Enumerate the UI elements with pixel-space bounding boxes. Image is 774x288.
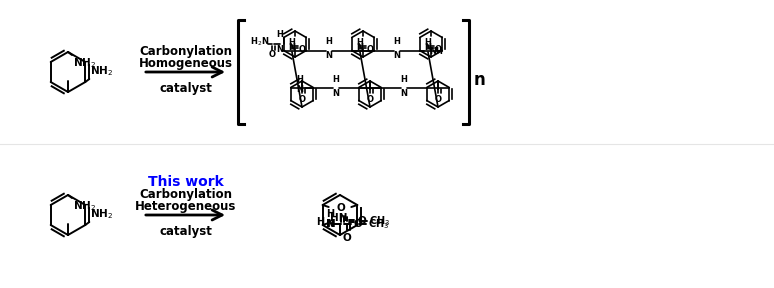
Text: Heterogeneous: Heterogeneous — [135, 200, 236, 213]
Text: H: H — [333, 75, 340, 84]
Text: NH: NH — [430, 47, 444, 56]
Text: O: O — [358, 216, 366, 226]
Text: CH$_3$: CH$_3$ — [368, 217, 389, 231]
Text: N: N — [289, 43, 296, 52]
Text: H: H — [357, 38, 364, 47]
Text: H: H — [401, 75, 407, 84]
Text: H: H — [326, 37, 333, 46]
Text: CH$_3$: CH$_3$ — [369, 214, 391, 228]
Text: H: H — [296, 75, 303, 84]
Text: O: O — [367, 45, 374, 54]
Text: N: N — [327, 219, 335, 229]
Text: O: O — [299, 95, 306, 104]
Text: n: n — [474, 71, 486, 89]
Text: N: N — [400, 90, 407, 98]
Text: N: N — [276, 45, 283, 54]
Text: O: O — [367, 95, 374, 104]
Text: N: N — [393, 52, 400, 60]
Text: Carbonylation: Carbonylation — [139, 45, 232, 58]
Text: N: N — [296, 85, 303, 94]
Text: catalyst: catalyst — [159, 225, 212, 238]
Text: catalyst: catalyst — [159, 82, 212, 95]
Text: O: O — [337, 203, 345, 213]
Text: N: N — [326, 52, 333, 60]
Text: O: O — [435, 45, 442, 54]
Text: HN: HN — [330, 213, 348, 223]
Text: NH$_2$: NH$_2$ — [91, 207, 113, 221]
Text: H: H — [327, 209, 334, 219]
Text: N: N — [357, 43, 364, 52]
Text: NH$_2$: NH$_2$ — [73, 199, 96, 213]
Text: NH$_2$: NH$_2$ — [73, 56, 96, 70]
Text: N: N — [333, 90, 340, 98]
Text: H: H — [289, 38, 296, 47]
Text: Carbonylation: Carbonylation — [139, 188, 232, 201]
Text: H$_2$N: H$_2$N — [250, 36, 269, 48]
Text: O: O — [269, 50, 276, 59]
Text: O: O — [343, 233, 351, 243]
Text: H: H — [317, 217, 325, 227]
Text: H: H — [425, 38, 431, 47]
Text: N: N — [327, 219, 335, 229]
Text: O: O — [434, 95, 441, 104]
Text: NH$_2$: NH$_2$ — [91, 64, 113, 78]
Text: This work: This work — [148, 175, 224, 189]
Text: N: N — [424, 43, 431, 52]
Text: H: H — [276, 30, 283, 39]
Text: O: O — [354, 219, 362, 229]
Text: H: H — [393, 37, 400, 46]
Text: O: O — [299, 45, 306, 54]
Text: Homogeneous: Homogeneous — [139, 57, 232, 70]
